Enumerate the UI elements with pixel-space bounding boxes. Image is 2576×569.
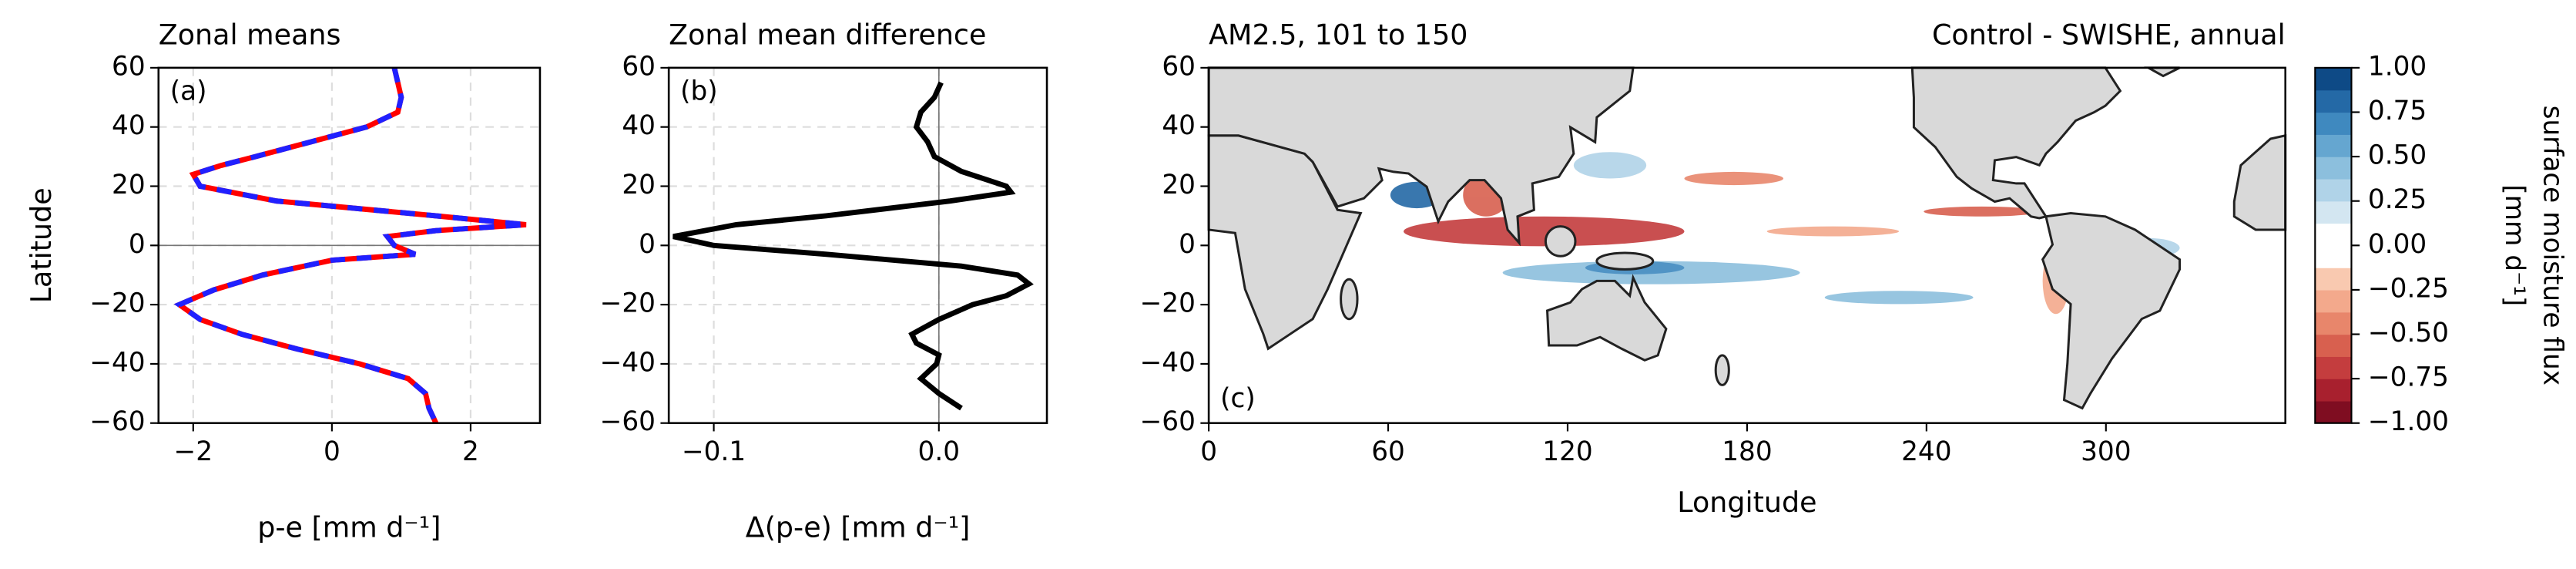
colorbar-band [2315, 334, 2352, 357]
axes-frame [667, 66, 1048, 425]
colorbar-band [2315, 289, 2352, 313]
colorbar-band [2315, 223, 2352, 246]
y-tick-label: 20 [1162, 170, 1196, 200]
colorbar-band [2315, 178, 2352, 202]
y-tick-label: 0 [639, 229, 656, 260]
x-axis-label: Δ(p-e) [mm d⁻¹] [746, 510, 971, 544]
colorbar-label: [mm d⁻¹] [2499, 184, 2530, 306]
land [1340, 278, 1359, 321]
colorbar-tick-label: −0.50 [2368, 318, 2449, 348]
colorbar-tick-label: 0.75 [2368, 96, 2427, 126]
colorbar-band [2315, 67, 2352, 91]
x-tick-label: 120 [1542, 436, 1592, 467]
colorbar-tick-label: 1.00 [2368, 51, 2427, 82]
colorbar-band [2315, 245, 2352, 268]
y-tick-label: −20 [1140, 288, 1196, 319]
y-tick-label: 40 [1162, 110, 1196, 141]
colorbar-band [2315, 200, 2352, 224]
x-tick-label: 0 [324, 436, 340, 467]
panel-label: (b) [680, 76, 718, 107]
y-tick-label: 20 [112, 170, 146, 200]
axes-frame [157, 66, 542, 425]
patch [1924, 206, 2040, 217]
land [1544, 225, 1577, 258]
colorbar-band [2315, 268, 2352, 291]
land [2041, 211, 2182, 410]
patch [1766, 226, 1900, 237]
y-tick-label: 60 [1162, 51, 1196, 82]
x-tick-label: 180 [1722, 436, 1772, 467]
chart-title-right: Control - SWISHE, annual [1932, 19, 2286, 52]
patch [1824, 291, 1974, 305]
x-tick-label: −0.1 [682, 436, 746, 467]
y-tick-label: −20 [89, 288, 145, 319]
colorbar-band [2315, 311, 2352, 335]
colorbar-band [2315, 379, 2352, 402]
colorbar-band [2315, 112, 2352, 135]
x-tick-label: 60 [1371, 436, 1405, 467]
y-tick-label: −60 [89, 406, 145, 437]
land [1207, 66, 1635, 247]
chart-title: AM2.5, 101 to 150 [1209, 19, 1467, 52]
land [1714, 354, 1730, 386]
x-tick-label: −2 [174, 436, 213, 467]
y-tick-label: 0 [129, 229, 146, 260]
x-tick-label: 240 [1901, 436, 1951, 467]
patch [1573, 152, 1647, 179]
chart-title: Zonal mean difference [669, 19, 986, 52]
land [1595, 251, 1655, 271]
x-tick-label: 0 [1200, 436, 1217, 467]
colorbar-band [2315, 157, 2352, 180]
map-layer [1207, 66, 2287, 410]
land [2144, 66, 2181, 78]
patch [1404, 216, 1685, 247]
y-tick-label: −40 [1140, 347, 1196, 378]
x-tick-label: 300 [2081, 436, 2131, 467]
y-axis-label: Latitude [25, 187, 58, 303]
y-tick-label: −40 [89, 347, 145, 378]
land [1910, 66, 2122, 220]
colorbar-tick-label: 0.50 [2368, 140, 2427, 171]
colorbar-band [2315, 134, 2352, 157]
axes-frame [1207, 66, 2287, 425]
anomaly-patches [1212, 152, 2180, 315]
x-tick-label: 0.0 [918, 436, 961, 467]
x-axis-label: p-e [mm d⁻¹] [257, 510, 441, 544]
patch [1684, 171, 1784, 186]
colorbar-tick-label: 0.25 [2368, 184, 2427, 215]
colorbar-label: surface moisture flux [2537, 106, 2568, 386]
colorbar-tick-label: −1.00 [2368, 406, 2449, 437]
land [1545, 274, 1668, 362]
panel-label: (c) [1220, 383, 1256, 414]
colorbar-band [2315, 356, 2352, 379]
y-tick-label: 60 [112, 51, 146, 82]
line-series [173, 67, 527, 425]
colorbar-band [2315, 89, 2352, 113]
y-tick-label: −60 [600, 406, 656, 437]
colorbar-band [2315, 400, 2352, 424]
panel-label: (a) [170, 76, 207, 107]
y-tick-label: 20 [622, 170, 656, 200]
y-tick-label: 60 [622, 51, 656, 82]
y-tick-label: −40 [600, 347, 656, 378]
x-tick-label: 2 [462, 436, 479, 467]
colorbar-tick-label: −0.75 [2368, 362, 2449, 393]
x-axis-label: Longitude [1677, 486, 1816, 519]
land [2232, 133, 2287, 231]
chart-title: Zonal means [159, 19, 341, 52]
colorbar-tick-label: 0.00 [2368, 229, 2427, 260]
y-tick-label: 40 [112, 110, 146, 141]
y-tick-label: 0 [1179, 229, 1196, 260]
y-tick-label: −60 [1140, 406, 1196, 437]
y-tick-label: 40 [622, 110, 656, 141]
y-tick-label: −20 [600, 288, 656, 319]
colorbar-tick-label: −0.25 [2368, 273, 2449, 304]
line-series [673, 81, 1034, 411]
